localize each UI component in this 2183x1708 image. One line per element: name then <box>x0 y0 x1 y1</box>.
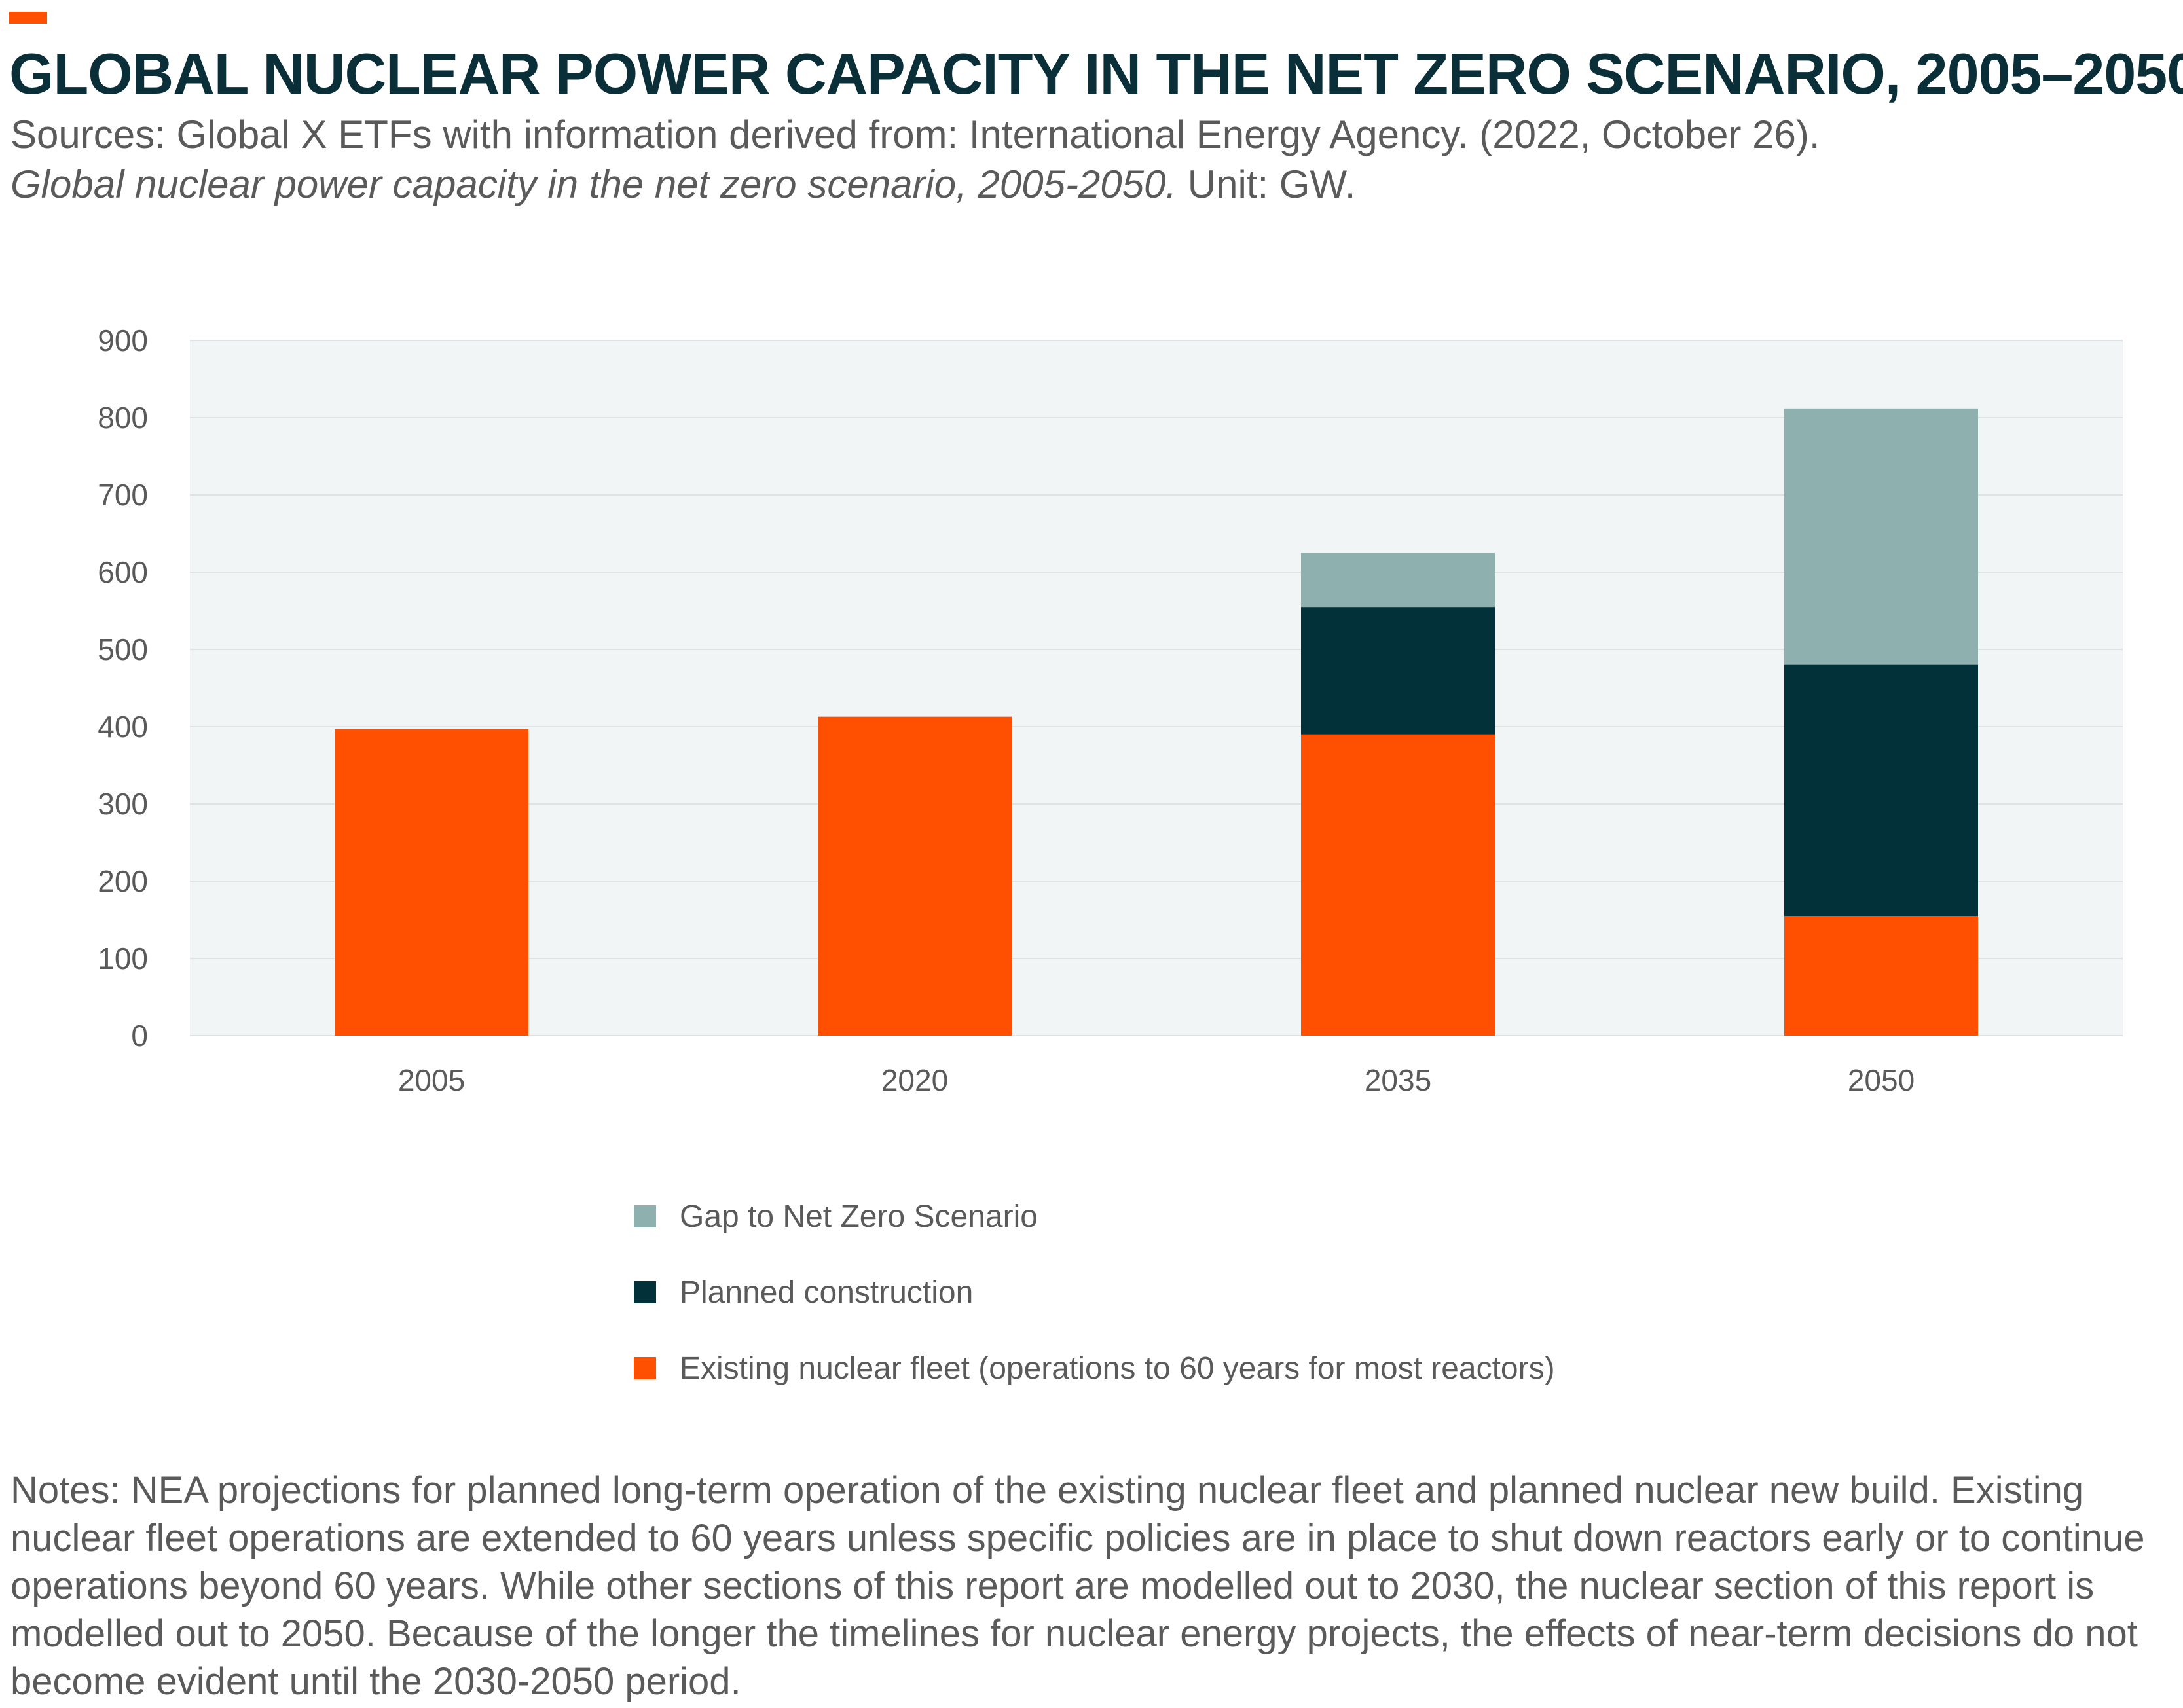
bar-segment-2035-series-2 <box>1301 553 1495 608</box>
x-tick-label: 2005 <box>398 1063 465 1097</box>
bar-segment-2035-series-1 <box>1301 607 1495 735</box>
source-unit: Unit: GW. <box>1177 162 1356 206</box>
legend-swatch <box>634 1205 656 1227</box>
y-axis: 0 100 200 300 400 500 600 700 800 900 <box>98 323 148 1053</box>
notes: Notes: NEA projections for planned long-… <box>10 1469 2145 1703</box>
bar-segment-2035-series-0 <box>1301 734 1495 1036</box>
accent-bar <box>9 12 47 24</box>
bar-segment-2050-series-2 <box>1784 408 1978 665</box>
x-axis: 2005 2020 2035 2050 <box>398 1063 1915 1097</box>
x-tick-label: 2020 <box>881 1063 948 1097</box>
bar-segment-2005-series-0 <box>335 729 528 1036</box>
y-tick-label: 400 <box>98 710 148 744</box>
chart-title: GLOBAL NUCLEAR POWER CAPACITY IN THE NET… <box>9 41 2183 106</box>
legend-label: Existing nuclear fleet (operations to 60… <box>680 1351 1555 1386</box>
legend-swatch <box>634 1281 656 1303</box>
y-tick-label: 500 <box>98 632 148 666</box>
legend-label: Gap to Net Zero Scenario <box>680 1199 1038 1234</box>
y-tick-label: 600 <box>98 555 148 589</box>
legend-swatch <box>634 1357 656 1379</box>
source-citation: Global nuclear power capacity in the net… <box>10 160 1820 209</box>
bars <box>335 408 1978 1036</box>
legend: Gap to Net Zero Scenario Planned construc… <box>634 1178 1555 1406</box>
stacked-bar-chart: 0 100 200 300 400 500 600 700 800 900 2005 2020 203… <box>98 323 2123 1097</box>
legend-item: Planned construction <box>634 1254 1555 1330</box>
legend-item: Gap to Net Zero Scenario <box>634 1178 1555 1254</box>
chart-source: Sources: Global X ETFs with information … <box>10 110 1820 209</box>
y-tick-label: 100 <box>98 941 148 975</box>
source-italic: Global nuclear power capacity in the net… <box>10 162 1177 206</box>
bar-segment-2050-series-0 <box>1784 916 1978 1036</box>
x-tick-label: 2050 <box>1848 1063 1915 1097</box>
y-tick-label: 800 <box>98 401 148 435</box>
y-tick-label: 200 <box>98 864 148 898</box>
y-tick-label: 300 <box>98 787 148 821</box>
y-tick-label: 900 <box>98 323 148 357</box>
source-line: Sources: Global X ETFs with information … <box>10 113 1820 156</box>
legend-label: Planned construction <box>680 1275 974 1310</box>
x-tick-label: 2035 <box>1365 1063 1431 1097</box>
legend-item: Existing nuclear fleet (operations to 60… <box>634 1330 1555 1406</box>
bar-segment-2050-series-1 <box>1784 664 1978 917</box>
bar-segment-2020-series-0 <box>818 716 1012 1036</box>
y-tick-label: 0 <box>131 1019 148 1053</box>
y-tick-label: 700 <box>98 478 148 512</box>
